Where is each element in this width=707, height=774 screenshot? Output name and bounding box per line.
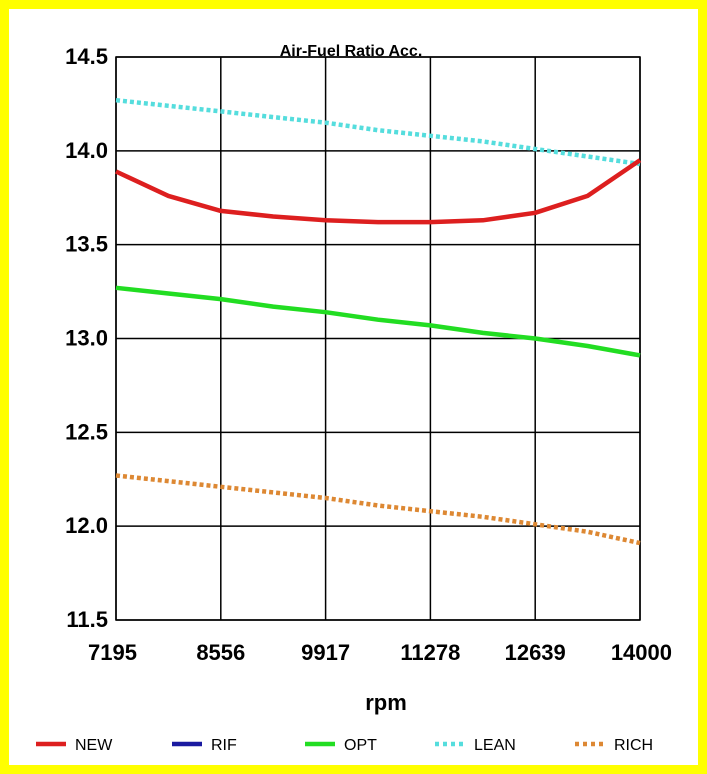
x-tick-label: 9917	[301, 640, 350, 665]
series-line-rich	[115, 473, 641, 546]
y-tick-label: 14.5	[65, 44, 108, 69]
grid	[115, 56, 641, 621]
legend-label-new: NEW	[75, 737, 113, 754]
y-tick-labels: 14.5 14.0 13.5 13.0 12.5 12.0 11.5	[65, 44, 108, 632]
x-tick-labels: 7195 8556 9917 11278 12639 14000	[88, 640, 672, 665]
legend: NEW RIF OPT LEAN RICH	[36, 737, 653, 754]
y-tick-label: 13.5	[65, 232, 108, 257]
x-tick-label: 8556	[196, 640, 245, 665]
x-axis-title: rpm	[365, 690, 407, 715]
y-tick-label: 11.5	[66, 607, 108, 632]
y-tick-label: 12.0	[65, 513, 108, 538]
legend-label-lean: LEAN	[474, 737, 516, 754]
y-tick-label: 12.5	[65, 419, 108, 444]
chart-title: Air-Fuel Ratio Acc.	[280, 43, 423, 60]
series-lines	[115, 97, 642, 546]
x-tick-label: 14000	[611, 640, 672, 665]
x-tick-label: 11278	[400, 640, 460, 665]
y-tick-label: 14.0	[65, 138, 108, 163]
series-line-new	[115, 158, 642, 225]
series-line-opt	[115, 285, 641, 358]
x-tick-label: 12639	[505, 640, 566, 665]
series-line-lean	[115, 97, 641, 167]
air-fuel-chart: Air-Fuel Ratio Acc. 14.5 14.0 13.5 13.0 12.5…	[36, 43, 672, 754]
legend-label-rich: RICH	[614, 737, 653, 754]
legend-label-rif: RIF	[211, 737, 237, 754]
legend-label-opt: OPT	[344, 737, 377, 754]
x-tick-label: 7195	[88, 640, 137, 665]
y-tick-label: 13.0	[65, 326, 108, 351]
